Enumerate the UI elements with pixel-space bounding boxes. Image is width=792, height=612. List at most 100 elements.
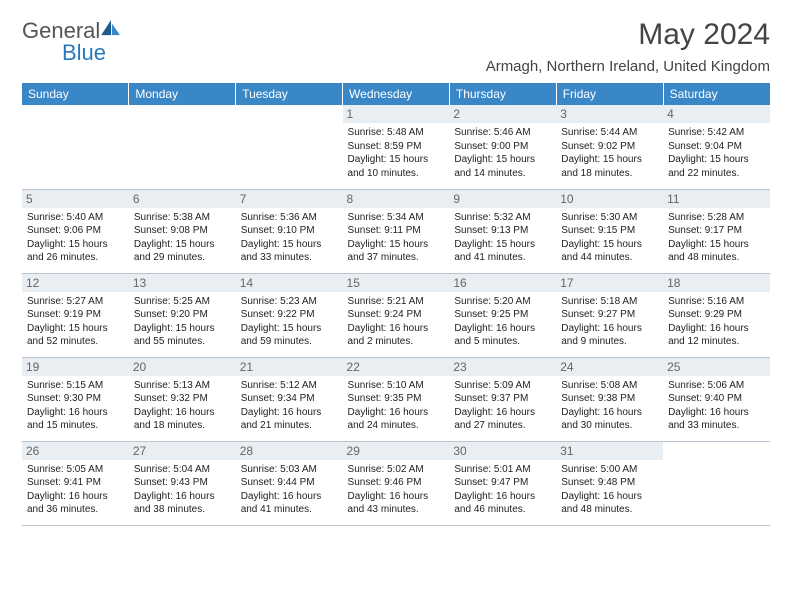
day-info: Sunrise: 5:27 AMSunset: 9:19 PMDaylight:… <box>27 295 124 349</box>
daylight-text: Daylight: 15 hours and 48 minutes. <box>668 238 765 265</box>
day-info: Sunrise: 5:00 AMSunset: 9:48 PMDaylight:… <box>561 463 658 517</box>
calendar-cell: 22Sunrise: 5:10 AMSunset: 9:35 PMDayligh… <box>343 357 450 441</box>
daylight-text: Daylight: 16 hours and 36 minutes. <box>27 490 124 517</box>
day-number: 2 <box>449 105 556 123</box>
calendar-row: 19Sunrise: 5:15 AMSunset: 9:30 PMDayligh… <box>22 357 770 441</box>
sunrise-text: Sunrise: 5:18 AM <box>561 295 658 309</box>
sunset-text: Sunset: 9:22 PM <box>241 308 338 322</box>
sunrise-text: Sunrise: 5:01 AM <box>454 463 551 477</box>
day-info: Sunrise: 5:09 AMSunset: 9:37 PMDaylight:… <box>454 379 551 433</box>
location-text: Armagh, Northern Ireland, United Kingdom <box>486 58 770 75</box>
day-number: 20 <box>129 358 236 376</box>
calendar-row: 5Sunrise: 5:40 AMSunset: 9:06 PMDaylight… <box>22 189 770 273</box>
day-number: 15 <box>343 274 450 292</box>
day-info: Sunrise: 5:02 AMSunset: 9:46 PMDaylight:… <box>348 463 445 517</box>
calendar-cell: 19Sunrise: 5:15 AMSunset: 9:30 PMDayligh… <box>22 357 129 441</box>
calendar-cell: 16Sunrise: 5:20 AMSunset: 9:25 PMDayligh… <box>449 273 556 357</box>
day-info: Sunrise: 5:08 AMSunset: 9:38 PMDaylight:… <box>561 379 658 433</box>
calendar-cell: 18Sunrise: 5:16 AMSunset: 9:29 PMDayligh… <box>663 273 770 357</box>
sunrise-text: Sunrise: 5:44 AM <box>561 126 658 140</box>
daylight-text: Daylight: 16 hours and 12 minutes. <box>668 322 765 349</box>
daylight-text: Daylight: 16 hours and 18 minutes. <box>134 406 231 433</box>
day-info: Sunrise: 5:13 AMSunset: 9:32 PMDaylight:… <box>134 379 231 433</box>
day-info: Sunrise: 5:20 AMSunset: 9:25 PMDaylight:… <box>454 295 551 349</box>
day-number: 17 <box>556 274 663 292</box>
day-info: Sunrise: 5:38 AMSunset: 9:08 PMDaylight:… <box>134 211 231 265</box>
sunrise-text: Sunrise: 5:23 AM <box>241 295 338 309</box>
day-info: Sunrise: 5:30 AMSunset: 9:15 PMDaylight:… <box>561 211 658 265</box>
calendar-cell: 5Sunrise: 5:40 AMSunset: 9:06 PMDaylight… <box>22 189 129 273</box>
daylight-text: Daylight: 15 hours and 26 minutes. <box>27 238 124 265</box>
sunrise-text: Sunrise: 5:32 AM <box>454 211 551 225</box>
brand-logo: GeneralBlue <box>22 18 121 66</box>
sunset-text: Sunset: 9:43 PM <box>134 476 231 490</box>
day-info: Sunrise: 5:36 AMSunset: 9:10 PMDaylight:… <box>241 211 338 265</box>
sunset-text: Sunset: 9:15 PM <box>561 224 658 238</box>
daylight-text: Daylight: 15 hours and 59 minutes. <box>241 322 338 349</box>
daylight-text: Daylight: 15 hours and 18 minutes. <box>561 153 658 180</box>
day-info: Sunrise: 5:46 AMSunset: 9:00 PMDaylight:… <box>454 126 551 180</box>
calendar-cell: 14Sunrise: 5:23 AMSunset: 9:22 PMDayligh… <box>236 273 343 357</box>
sunset-text: Sunset: 9:40 PM <box>668 392 765 406</box>
day-number: 22 <box>343 358 450 376</box>
day-info: Sunrise: 5:44 AMSunset: 9:02 PMDaylight:… <box>561 126 658 180</box>
day-number: 5 <box>22 190 129 208</box>
day-info: Sunrise: 5:03 AMSunset: 9:44 PMDaylight:… <box>241 463 338 517</box>
day-number: 21 <box>236 358 343 376</box>
sunset-text: Sunset: 9:34 PM <box>241 392 338 406</box>
sunrise-text: Sunrise: 5:00 AM <box>561 463 658 477</box>
day-number: 4 <box>663 105 770 123</box>
day-number: 31 <box>556 442 663 460</box>
day-info: Sunrise: 5:21 AMSunset: 9:24 PMDaylight:… <box>348 295 445 349</box>
sunset-text: Sunset: 9:10 PM <box>241 224 338 238</box>
day-info: Sunrise: 5:23 AMSunset: 9:22 PMDaylight:… <box>241 295 338 349</box>
sunset-text: Sunset: 9:13 PM <box>454 224 551 238</box>
calendar-cell: 2 Sunrise: 5:46 AMSunset: 9:00 PMDaylight… <box>449 105 556 189</box>
sunset-text: Sunset: 9:04 PM <box>668 140 765 154</box>
calendar-cell: 8Sunrise: 5:34 AMSunset: 9:11 PMDaylight… <box>343 189 450 273</box>
day-header: Monday <box>129 83 236 105</box>
daylight-text: Daylight: 15 hours and 41 minutes. <box>454 238 551 265</box>
sunrise-text: Sunrise: 5:09 AM <box>454 379 551 393</box>
daylight-text: Daylight: 15 hours and 37 minutes. <box>348 238 445 265</box>
sunrise-text: Sunrise: 5:46 AM <box>454 126 551 140</box>
calendar-cell: 21 Sunrise: 5:12 AMSunset: 9:34 PMDayligh… <box>236 357 343 441</box>
day-number: 28 <box>236 442 343 460</box>
day-header: Sunday <box>22 83 129 105</box>
daylight-text: Daylight: 16 hours and 21 minutes. <box>241 406 338 433</box>
sunrise-text: Sunrise: 5:27 AM <box>27 295 124 309</box>
calendar-cell: 1Sunrise: 5:48 AMSunset: 8:59 PMDaylight… <box>343 105 450 189</box>
sunset-text: Sunset: 9:47 PM <box>454 476 551 490</box>
day-number: 11 <box>663 190 770 208</box>
sunrise-text: Sunrise: 5:08 AM <box>561 379 658 393</box>
calendar-cell: 27Sunrise: 5:04 AMSunset: 9:43 PMDayligh… <box>129 441 236 525</box>
calendar-cell <box>236 105 343 189</box>
sail-icon <box>101 20 121 41</box>
sunset-text: Sunset: 9:11 PM <box>348 224 445 238</box>
calendar-cell <box>129 105 236 189</box>
daylight-text: Daylight: 16 hours and 48 minutes. <box>561 490 658 517</box>
sunrise-text: Sunrise: 5:48 AM <box>348 126 445 140</box>
calendar-cell: 31 Sunrise: 5:00 AMSunset: 9:48 PMDayligh… <box>556 441 663 525</box>
sunset-text: Sunset: 9:25 PM <box>454 308 551 322</box>
sunrise-text: Sunrise: 5:12 AM <box>241 379 338 393</box>
day-info: Sunrise: 5:12 AMSunset: 9:34 PMDaylight:… <box>241 379 338 433</box>
calendar-cell: 29Sunrise: 5:02 AMSunset: 9:46 PMDayligh… <box>343 441 450 525</box>
calendar-cell: 23Sunrise: 5:09 AMSunset: 9:37 PMDayligh… <box>449 357 556 441</box>
calendar-table: Sunday Monday Tuesday Wednesday Thursday… <box>22 83 770 526</box>
calendar-cell: 11Sunrise: 5:28 AMSunset: 9:17 PMDayligh… <box>663 189 770 273</box>
day-info: Sunrise: 5:06 AMSunset: 9:40 PMDaylight:… <box>668 379 765 433</box>
sunrise-text: Sunrise: 5:21 AM <box>348 295 445 309</box>
daylight-text: Daylight: 16 hours and 24 minutes. <box>348 406 445 433</box>
sunrise-text: Sunrise: 5:10 AM <box>348 379 445 393</box>
sunset-text: Sunset: 9:48 PM <box>561 476 658 490</box>
day-header: Thursday <box>449 83 556 105</box>
calendar-cell <box>663 441 770 525</box>
calendar-cell: 15 Sunrise: 5:21 AMSunset: 9:24 PMDayligh… <box>343 273 450 357</box>
day-info: Sunrise: 5:34 AMSunset: 9:11 PMDaylight:… <box>348 211 445 265</box>
daylight-text: Daylight: 16 hours and 9 minutes. <box>561 322 658 349</box>
sunset-text: Sunset: 9:06 PM <box>27 224 124 238</box>
sunset-text: Sunset: 9:46 PM <box>348 476 445 490</box>
day-number: 3 <box>556 105 663 123</box>
day-info: Sunrise: 5:05 AMSunset: 9:41 PMDaylight:… <box>27 463 124 517</box>
